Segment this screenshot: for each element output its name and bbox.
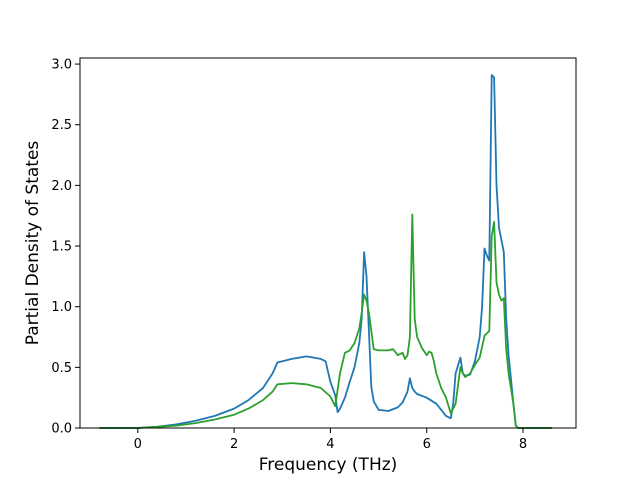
x-tick-label: 8 [519,437,527,452]
y-tick-label: 0.5 [51,361,72,376]
x-ticks: 0 2 4 6 8 [134,428,527,452]
y-axis-label: Partial Density of States [23,141,43,346]
x-tick-label: 0 [134,437,142,452]
y-tick-label: 1.0 [51,300,72,315]
series-line-1 [99,74,552,429]
x-tick-label: 2 [230,437,238,452]
series-line-2 [99,213,552,429]
x-tick-label: 4 [326,437,334,452]
y-tick-label: 2.5 [51,118,72,133]
x-tick-label: 6 [423,437,431,452]
y-ticks: 0.0 0.5 1.0 1.5 2.0 2.5 3.0 [51,58,80,437]
series-layer [99,74,552,429]
x-axis-label: Frequency (THz) [259,455,398,475]
y-tick-label: 2.0 [51,179,72,194]
y-tick-label: 1.5 [51,240,72,255]
y-tick-label: 0.0 [51,422,72,437]
plot-frame [79,57,577,429]
y-tick-label: 3.0 [51,58,72,73]
